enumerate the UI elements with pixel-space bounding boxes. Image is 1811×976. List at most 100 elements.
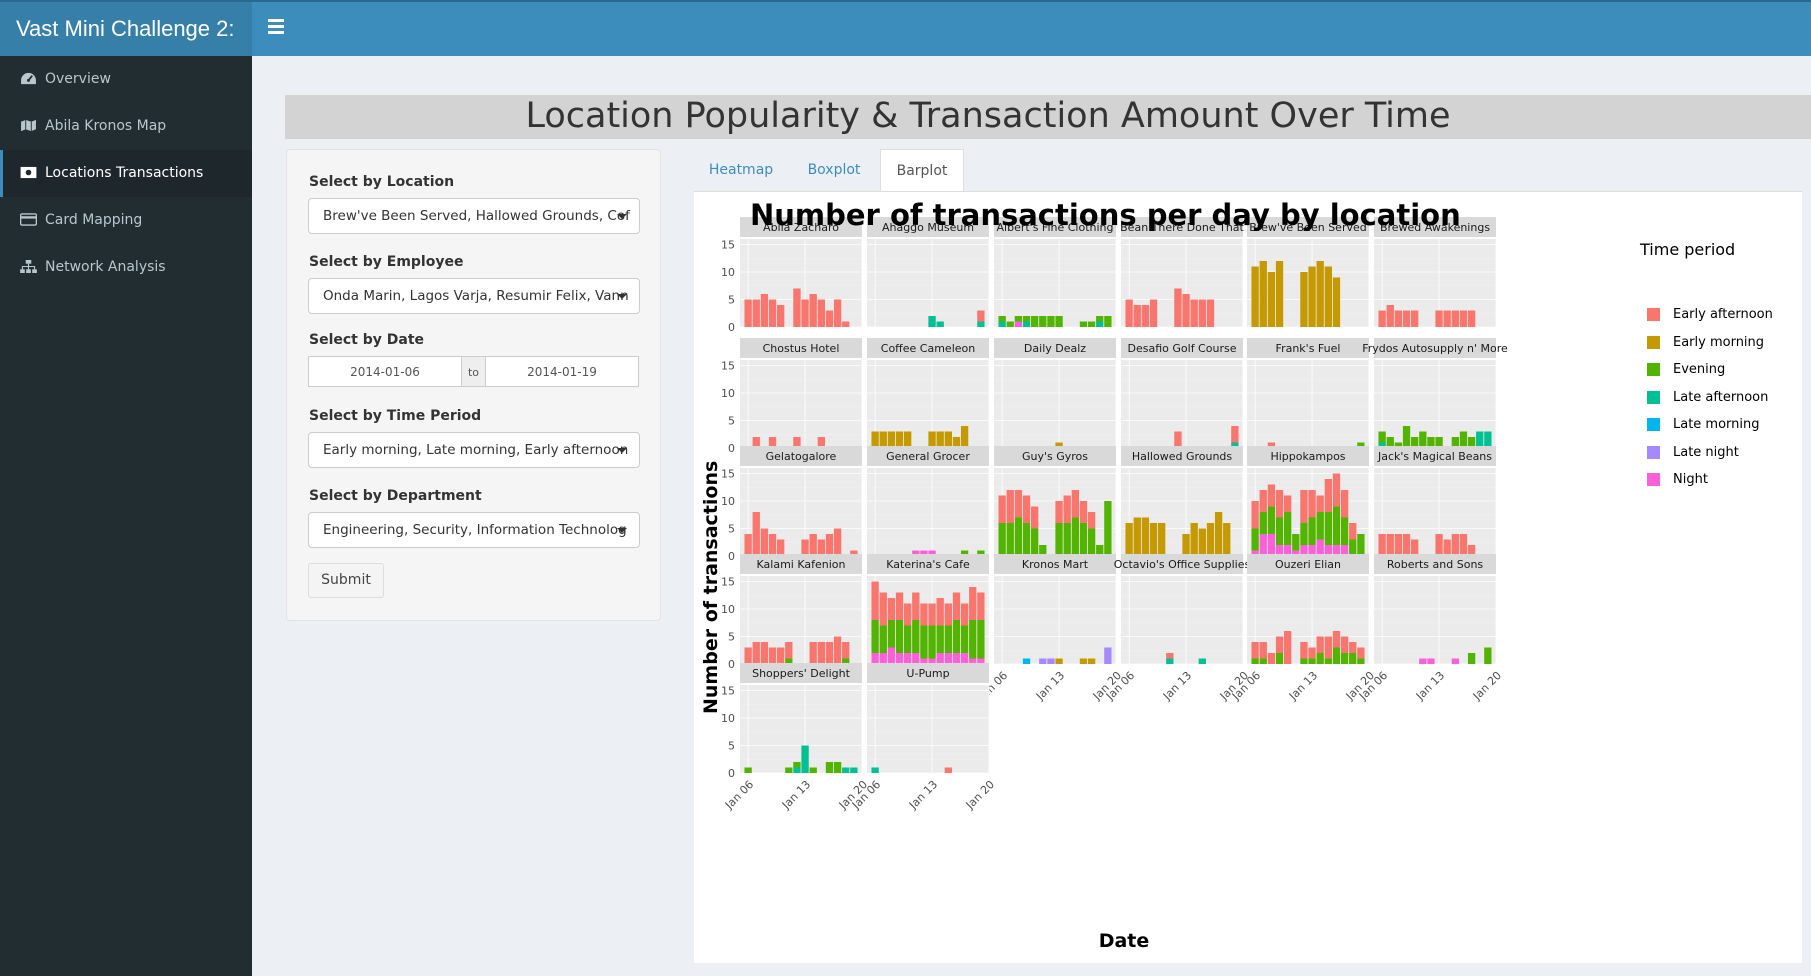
bar-segment xyxy=(1014,321,1023,327)
submit-button[interactable]: Submit xyxy=(308,563,384,598)
bar-segment xyxy=(920,625,928,659)
bar-segment xyxy=(793,767,801,773)
x-tick-label: Jan 20 xyxy=(963,778,997,812)
bar-segment xyxy=(1308,647,1316,659)
bar-segment xyxy=(1096,316,1104,322)
bar-segment xyxy=(833,299,842,327)
bar-segment xyxy=(1087,321,1096,327)
facet-plot-area xyxy=(994,239,1116,327)
bar-segment xyxy=(1055,523,1063,556)
bar-segment xyxy=(1332,506,1341,545)
bar-segment xyxy=(1125,523,1133,556)
bar-segment xyxy=(1357,534,1365,556)
bar-segment xyxy=(809,767,817,773)
date-end-input[interactable]: 2014-01-19 xyxy=(485,356,639,387)
bar-segment xyxy=(936,431,944,448)
legend-label: Night xyxy=(1673,472,1708,487)
bar-segment xyxy=(1394,310,1403,327)
bar-segment xyxy=(1014,490,1023,518)
bar-segment xyxy=(969,658,977,664)
facet-strip xyxy=(740,217,862,237)
bar-segment xyxy=(1031,316,1039,327)
y-tick-label: 5 xyxy=(728,523,735,536)
bar-segment xyxy=(777,647,785,664)
facet-plot-area xyxy=(1121,576,1243,664)
y-tick-label: 10 xyxy=(721,603,735,616)
y-tick-label: 0 xyxy=(728,658,735,671)
bar-segment xyxy=(1141,517,1150,556)
bar-segment xyxy=(1300,658,1308,664)
tab-heatmap[interactable]: Heatmap xyxy=(708,162,774,178)
bar-segment xyxy=(1251,658,1259,664)
department-select[interactable]: Engineering, Security, Information Techn… xyxy=(308,512,640,548)
sidebar-item-overview[interactable]: Overview xyxy=(0,56,252,103)
bar-segment xyxy=(1357,658,1365,664)
employee-select[interactable]: Onda Marin, Lagos Varja, Resumir Felix, … xyxy=(308,278,640,314)
bar-segment xyxy=(969,587,977,620)
bar-segment xyxy=(998,523,1006,556)
sidebar-item-network-analysis[interactable]: Network Analysis xyxy=(0,244,252,291)
bar-segment xyxy=(1435,310,1443,327)
facet-panel: Frank's Fuel xyxy=(1247,338,1370,449)
x-tick-label: Jan 06 xyxy=(722,778,756,812)
tab-barplot[interactable]: Barplot xyxy=(880,149,964,192)
facet-strip-label: Jack's Magical Beans xyxy=(1377,450,1492,463)
location-select[interactable]: Brew've Been Served, Hallowed Grounds, C… xyxy=(308,198,640,234)
y-tick-label: 5 xyxy=(728,415,735,428)
bar-segment xyxy=(1267,653,1276,664)
facet-plot-area xyxy=(740,685,862,773)
filter-panel: Select by Location Brew've Been Served, … xyxy=(286,149,661,621)
bar-segment xyxy=(1214,512,1223,556)
facet-plot-area xyxy=(1374,576,1496,664)
bar-segment xyxy=(752,299,760,327)
bar-segment xyxy=(842,658,850,664)
bar-segment xyxy=(998,316,1006,322)
bar-segment xyxy=(1427,437,1435,448)
bar-segment xyxy=(895,620,904,653)
bar-segment xyxy=(1275,545,1284,556)
facet-strip-label: Abila Zacharo xyxy=(763,221,839,234)
page-title: Location Popularity & Transaction Amount… xyxy=(285,95,1811,139)
bar-segment xyxy=(1332,545,1341,556)
sidebar-item-card-mapping[interactable]: Card Mapping xyxy=(0,197,252,244)
bar-segment xyxy=(912,620,920,653)
time-period-select[interactable]: Early morning, Late morning, Early after… xyxy=(308,432,640,468)
sidebar-item-map[interactable]: Abila Kronos Map xyxy=(0,103,252,150)
bar-segment xyxy=(1484,431,1492,448)
facet-strip-label: Chostus Hotel xyxy=(763,342,840,355)
bar-segment xyxy=(1267,442,1276,448)
facet-strip-label: Albert's Fine Clothing xyxy=(997,221,1114,234)
bar-segment xyxy=(1411,437,1419,448)
bar-segment xyxy=(977,550,985,556)
bar-segment xyxy=(952,620,961,653)
date-start-input[interactable]: 2014-01-06 xyxy=(308,356,462,387)
bar-segment xyxy=(1443,539,1451,556)
bar-segment xyxy=(1149,299,1158,327)
bar-segment xyxy=(1378,431,1386,443)
bar-segment xyxy=(977,592,985,620)
y-tick-label: 15 xyxy=(721,239,735,252)
bar-segment xyxy=(1022,316,1031,322)
tab-boxplot[interactable]: Boxplot xyxy=(807,162,861,178)
sidebar-item-locations-transactions[interactable]: Locations Transactions xyxy=(0,150,252,197)
bar-segment xyxy=(1459,310,1468,327)
bar-segment xyxy=(785,658,793,664)
bar-segment xyxy=(969,620,977,659)
bar-segment xyxy=(1443,310,1451,327)
facet-strip-label: Ahaggo Museum xyxy=(882,221,974,234)
facet-strip xyxy=(1121,446,1243,466)
bar-segment xyxy=(817,437,825,448)
bar-segment xyxy=(1149,523,1158,556)
bar-segment xyxy=(1316,539,1324,556)
bar-segment xyxy=(1451,658,1459,664)
bar-segment xyxy=(1141,305,1150,327)
bar-segment xyxy=(801,745,809,773)
facet-panel: Chostus Hotel 0 5 10 15 xyxy=(721,338,863,455)
bar-segment xyxy=(1039,658,1047,664)
bar-segment xyxy=(1402,310,1411,327)
bar-segment xyxy=(1231,442,1239,448)
bar-segment xyxy=(744,767,752,773)
sidebar-toggle-icon[interactable] xyxy=(268,19,284,34)
facet-strip xyxy=(867,338,989,358)
